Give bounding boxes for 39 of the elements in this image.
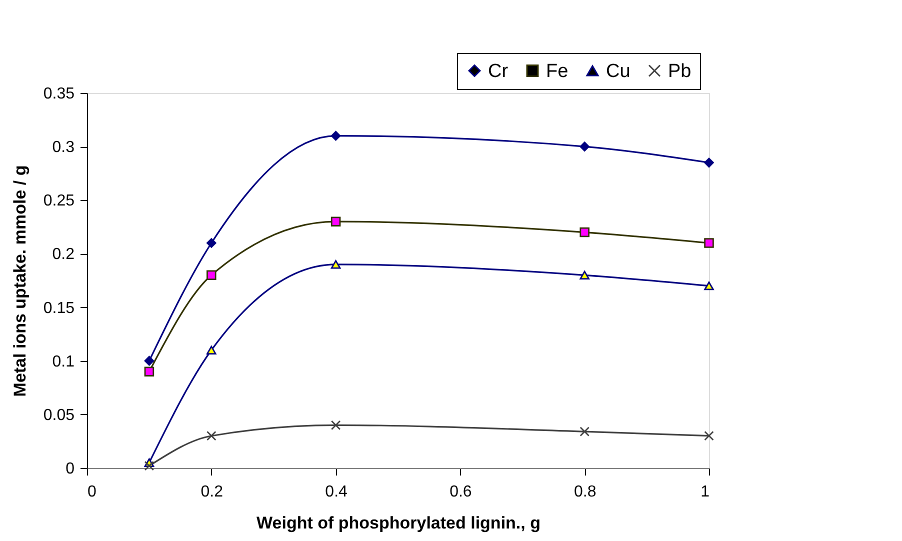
point xyxy=(144,460,154,471)
y-axis-title: Metal ions uptake. mmole / g xyxy=(10,165,30,397)
point xyxy=(330,420,341,430)
point xyxy=(704,158,714,168)
point xyxy=(206,238,216,248)
y-tick-label: 0.35 xyxy=(43,86,75,102)
legend-label: Fe xyxy=(546,60,568,82)
legend-label: Pb xyxy=(668,60,692,82)
y-tick-label: 0.3 xyxy=(52,139,75,156)
point xyxy=(144,356,154,366)
point xyxy=(580,142,590,152)
y-tick-label: 0 xyxy=(66,460,75,478)
point xyxy=(206,346,216,354)
x-tick-label: 1 xyxy=(700,484,710,500)
y-tick-label: 0.1 xyxy=(52,353,75,370)
point xyxy=(206,430,216,441)
point xyxy=(580,227,590,238)
y-tick-label: 0.05 xyxy=(43,406,75,424)
x-tick-label: 0.8 xyxy=(574,484,596,500)
legend-label: Cr xyxy=(488,60,509,82)
legend-label: Cu xyxy=(606,60,630,82)
y-tick-label: 0.25 xyxy=(43,192,75,210)
x-tick-label: 0.6 xyxy=(450,484,472,500)
point xyxy=(580,426,590,436)
x-axis-title: Weight of phosphorylated lignin., g xyxy=(256,514,540,532)
point xyxy=(144,366,154,376)
x-tick-label: 0.4 xyxy=(325,484,348,500)
point xyxy=(330,260,341,269)
y-tick-label: 0.15 xyxy=(43,300,75,317)
point xyxy=(704,430,714,441)
y-tick-label: 0.2 xyxy=(52,246,75,264)
point xyxy=(704,238,714,248)
x-tick-label: 0.2 xyxy=(200,484,224,500)
point xyxy=(330,130,341,141)
point xyxy=(580,270,590,280)
point xyxy=(206,270,216,280)
x-tick-label: 0 xyxy=(88,484,96,500)
point xyxy=(704,282,714,290)
point xyxy=(330,216,341,226)
